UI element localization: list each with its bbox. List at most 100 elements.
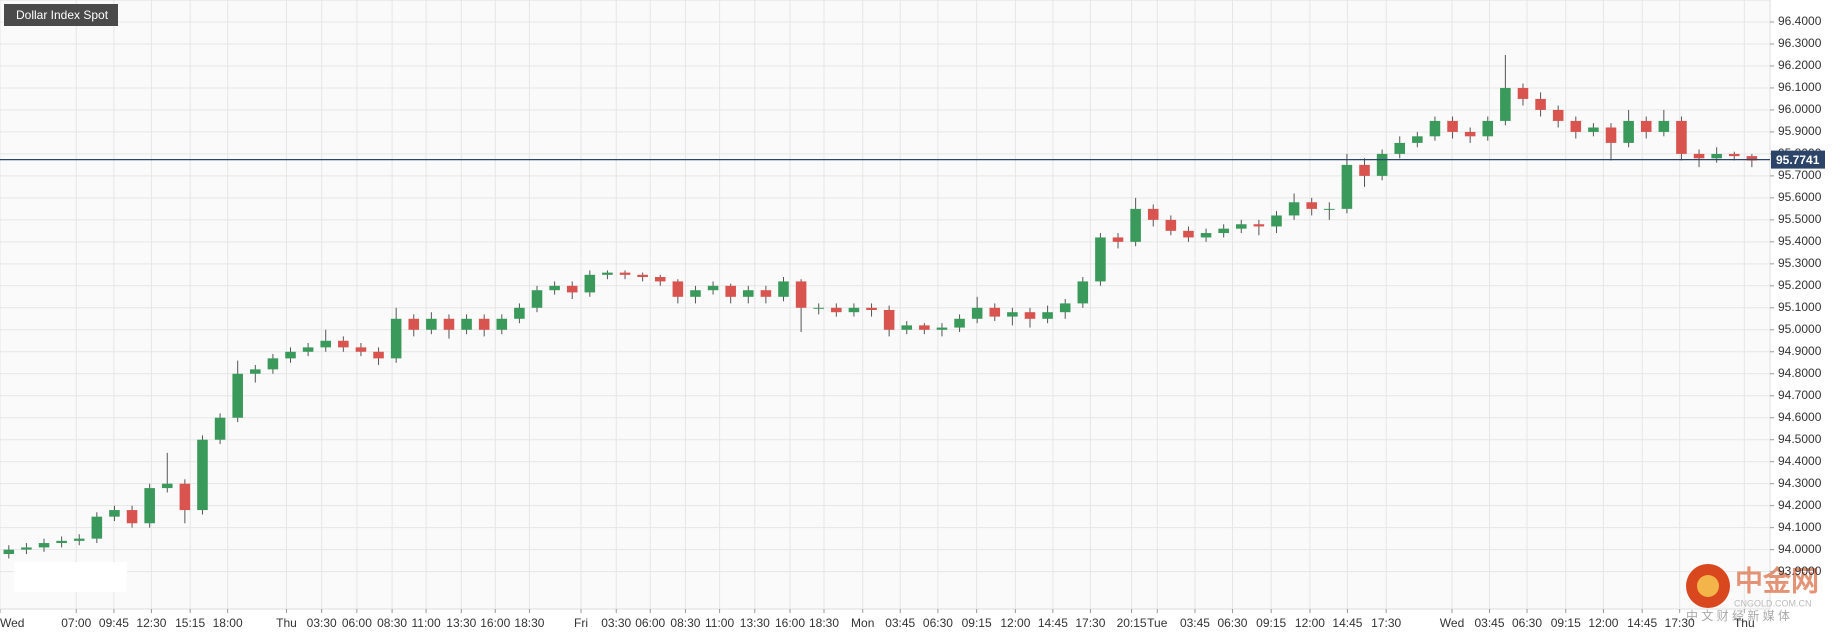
candle-body xyxy=(795,281,807,308)
candle-body xyxy=(250,369,261,374)
candle-body xyxy=(197,439,208,511)
y-tick-label: 96.0000 xyxy=(1778,102,1822,116)
candle-body xyxy=(109,510,120,517)
watermark-logo: 中金网 xyxy=(1735,564,1819,596)
last-price-box xyxy=(1771,150,1825,169)
candle-body xyxy=(338,340,349,348)
candle-body xyxy=(461,318,472,330)
candle-body xyxy=(302,347,314,352)
x-tick-label: 14:45 xyxy=(1627,616,1657,630)
candle-body xyxy=(1306,202,1317,209)
y-tick-label: 94.5000 xyxy=(1778,432,1822,446)
candle-body xyxy=(1095,237,1106,282)
watermark-domain: CNGOLD.COM.CN xyxy=(1734,598,1812,608)
watermark: 中金网 CNGOLD.COM.CN 中 文 财 经 新 媒 体 xyxy=(1686,564,1819,623)
candle-body xyxy=(3,549,15,555)
x-tick-label: 08:30 xyxy=(670,616,700,630)
candle-body xyxy=(1728,153,1740,157)
x-tick-label: 08:30 xyxy=(377,616,407,630)
x-tick-label: 03:30 xyxy=(601,616,631,630)
candle-body xyxy=(285,351,296,359)
candle-body xyxy=(866,307,877,310)
y-tick-label: 96.1000 xyxy=(1778,80,1822,94)
candle-body xyxy=(1552,109,1564,121)
candle-body xyxy=(1359,164,1370,176)
candle-body xyxy=(1235,224,1247,229)
x-tick-label: 09:45 xyxy=(99,616,129,630)
x-tick-label: 11:00 xyxy=(705,616,734,630)
y-tick-label: 94.6000 xyxy=(1778,410,1822,424)
candle-body xyxy=(1517,87,1529,99)
candle-body xyxy=(707,285,719,291)
candle-body xyxy=(390,318,402,359)
candle-body xyxy=(1376,153,1388,176)
candle-body xyxy=(1711,153,1722,159)
candle-body xyxy=(1007,312,1018,317)
x-tick-label: 06:30 xyxy=(1512,616,1542,630)
x-tick-label: Tue xyxy=(1147,616,1168,630)
y-tick-label: 96.3000 xyxy=(1778,36,1822,50)
candle-body xyxy=(161,483,173,489)
candle-body xyxy=(1024,312,1036,319)
candle-body xyxy=(232,373,243,418)
candle-body xyxy=(989,307,1001,317)
candle-body xyxy=(1500,87,1511,121)
candle-body xyxy=(144,488,155,524)
candle-body xyxy=(1341,164,1353,209)
x-tick-label: Thu xyxy=(276,616,297,630)
candle-body xyxy=(426,318,437,330)
candle-body xyxy=(584,274,596,293)
candle-body xyxy=(1077,281,1089,304)
x-tick-label: 12:00 xyxy=(1000,616,1030,630)
x-tick-label: 17:30 xyxy=(1371,616,1401,630)
candle-body xyxy=(672,281,684,297)
title-box xyxy=(4,4,118,26)
candle-body xyxy=(1288,202,1300,216)
x-tick-label: 03:45 xyxy=(885,616,915,630)
candle-body xyxy=(919,325,930,330)
candle-body xyxy=(1271,215,1282,227)
candle-body xyxy=(549,285,560,291)
y-tick-label: 94.2000 xyxy=(1778,498,1822,512)
x-tick-label: Thu xyxy=(1734,616,1755,630)
candle-body xyxy=(1570,120,1582,132)
candle-body xyxy=(1588,127,1599,132)
candle-body xyxy=(496,318,508,330)
candle-body xyxy=(936,327,948,330)
candle-body xyxy=(1218,228,1229,234)
x-tick-label: 18:30 xyxy=(514,616,544,630)
candle-body xyxy=(56,540,67,544)
y-tick-label: 95.7000 xyxy=(1778,168,1822,182)
x-tick-label: Wed xyxy=(0,616,24,630)
x-tick-label: 14:45 xyxy=(1332,616,1362,630)
watermark-tagline: 中 文 财 经 新 媒 体 xyxy=(1686,608,1790,623)
candle-body xyxy=(73,538,85,541)
candle-body xyxy=(954,318,965,328)
x-tick-label: 09:15 xyxy=(1256,616,1286,630)
x-tick-label: 12:00 xyxy=(1588,616,1618,630)
candle-body xyxy=(91,516,103,539)
watermark-icon xyxy=(1697,575,1719,597)
candle-body xyxy=(38,543,50,548)
x-tick-label: 06:00 xyxy=(635,616,665,630)
candle-body xyxy=(478,318,490,330)
candle-body xyxy=(1394,142,1406,154)
y-tick-label: 95.3000 xyxy=(1778,256,1822,270)
candles xyxy=(3,54,1758,559)
candle-body xyxy=(1676,120,1687,154)
candle-body xyxy=(1059,303,1071,313)
x-tick-label: 12:30 xyxy=(136,616,166,630)
y-tick-label: 95.2000 xyxy=(1778,278,1822,292)
candle-body xyxy=(1640,120,1652,132)
y-tick-label: 96.2000 xyxy=(1778,58,1822,72)
candle-body xyxy=(531,290,543,308)
candle-body xyxy=(602,272,613,275)
x-tick-label: 18:00 xyxy=(213,616,243,630)
candle-body xyxy=(1605,127,1617,143)
candle-body xyxy=(373,351,384,359)
y-tick-label: 95.9000 xyxy=(1778,124,1822,138)
candle-body xyxy=(1165,219,1177,231)
y-tick-label: 95.5000 xyxy=(1778,212,1822,226)
candle-body xyxy=(778,281,789,297)
candle-body xyxy=(1623,120,1634,143)
